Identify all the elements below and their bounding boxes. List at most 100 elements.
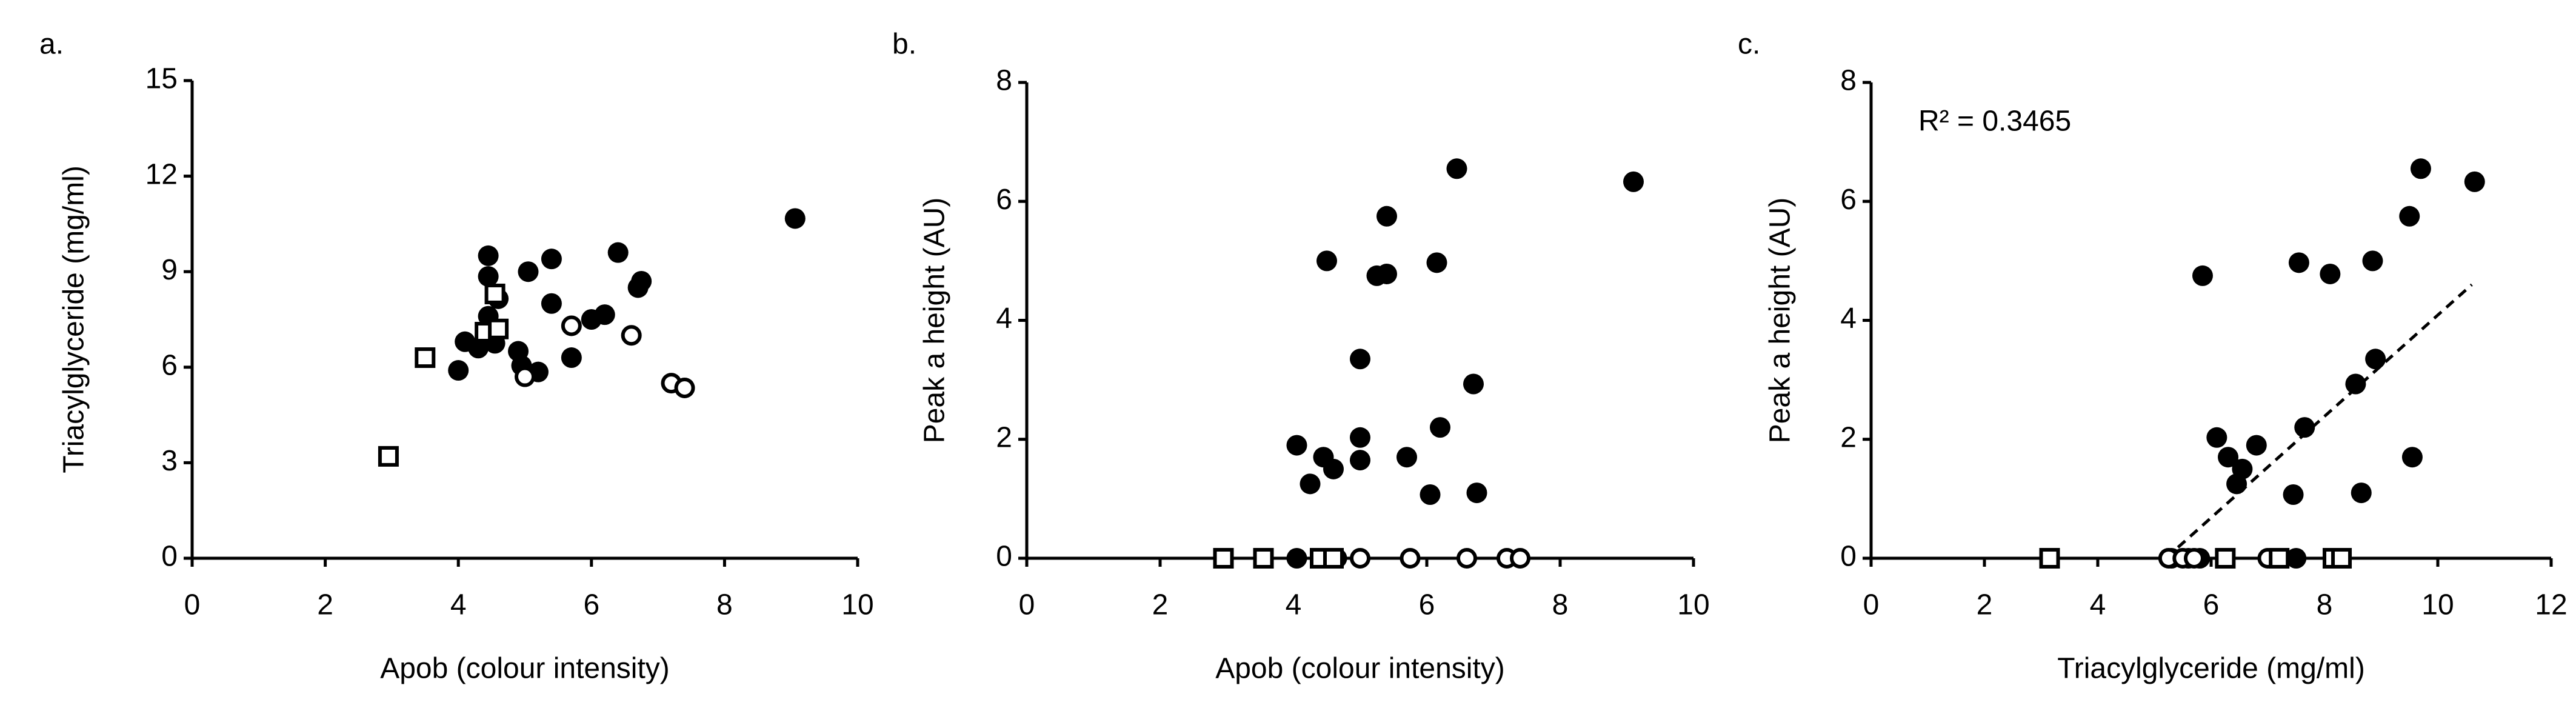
point <box>2039 548 2060 569</box>
point <box>478 266 499 287</box>
point <box>784 208 806 229</box>
point <box>1396 447 1417 468</box>
point <box>2286 548 2307 569</box>
point <box>1350 427 1370 448</box>
x-tick-label: 4 <box>1286 589 1302 621</box>
point <box>1286 548 1307 569</box>
point <box>1376 205 1397 227</box>
point <box>1446 158 1467 179</box>
x-tick-label: 4 <box>2090 589 2106 621</box>
point <box>1213 548 1234 569</box>
point <box>1430 417 1450 438</box>
y-tick-label: 3 <box>161 445 178 477</box>
panel: a. 0 3 6 9 12 15 0 2 4 6 8 10 Apob (colour intensity)… <box>39 28 874 685</box>
point <box>415 347 436 369</box>
y-tick-label: 6 <box>996 184 1012 216</box>
point <box>1510 548 1530 569</box>
x-tick-label: 8 <box>1552 589 1569 621</box>
point <box>378 446 399 467</box>
point <box>2218 447 2239 468</box>
y-axis-label: Peak a height (AU) <box>919 198 951 444</box>
y-tick-label: 6 <box>1840 184 1857 216</box>
point <box>1623 171 1644 192</box>
point <box>1286 435 1307 456</box>
point <box>1420 484 1441 506</box>
point <box>1463 373 1484 395</box>
x-tick-label: 0 <box>1863 589 1880 621</box>
point <box>2365 349 2386 370</box>
y-axis-label: Peak a height (AU) <box>1764 198 1797 444</box>
y-tick-label: 8 <box>1840 65 1857 97</box>
x-tick-label: 0 <box>1019 589 1035 621</box>
point <box>2215 548 2236 569</box>
x-tick-label: 2 <box>1152 589 1169 621</box>
point <box>1316 250 1337 272</box>
panel-label: a. <box>39 28 64 61</box>
point <box>541 249 562 270</box>
point <box>1457 548 1477 569</box>
point <box>2351 482 2372 504</box>
y-tick-label: 0 <box>1840 541 1857 573</box>
point <box>594 304 615 325</box>
x-tick-label: 0 <box>184 589 201 621</box>
y-tick-label: 2 <box>1840 421 1857 453</box>
y-tick-label: 0 <box>996 541 1012 573</box>
x-tick-label: 2 <box>317 589 333 621</box>
y-tick-label: 6 <box>161 349 178 381</box>
point <box>2288 252 2309 273</box>
annotation: R² = 0.3465 <box>1918 105 2071 138</box>
point <box>2226 473 2247 495</box>
panel-label: c. <box>1738 28 1760 61</box>
point <box>561 347 582 369</box>
point <box>2283 484 2304 506</box>
panel: b. 0 2 4 6 8 0 2 4 6 8 10 Apob (colour intensity) Pea… <box>892 28 1710 685</box>
x-tick-label: 2 <box>1977 589 1993 621</box>
point <box>1323 458 1344 479</box>
point <box>631 270 652 292</box>
point <box>2345 373 2366 395</box>
point <box>1300 473 1321 495</box>
point <box>2183 548 2204 569</box>
x-tick-label: 8 <box>716 589 733 621</box>
point <box>1376 263 1397 284</box>
point <box>1253 548 1274 569</box>
y-tick-label: 9 <box>161 254 178 286</box>
x-tick-label: 10 <box>1677 589 1709 621</box>
point <box>515 366 535 387</box>
panel: c. 0 2 4 6 8 0 2 4 6 8 10 12 Triacylglyceride (mg/ml)… <box>1738 28 2568 685</box>
point <box>2192 265 2213 286</box>
x-axis-label: Triacylglyceride (mg/ml) <box>2057 653 2365 685</box>
point <box>1323 548 1344 569</box>
point <box>2269 548 2290 569</box>
point <box>2206 427 2227 448</box>
y-tick-label: 15 <box>145 63 178 95</box>
point <box>448 360 469 381</box>
point <box>2320 263 2341 284</box>
point <box>607 242 629 263</box>
point <box>2246 435 2267 456</box>
point <box>2399 205 2420 227</box>
y-tick-label: 4 <box>1840 302 1857 335</box>
y-tick-label: 2 <box>996 421 1012 453</box>
point <box>541 293 562 314</box>
point <box>518 261 539 282</box>
y-tick-label: 12 <box>145 158 178 190</box>
x-tick-label: 4 <box>450 589 467 621</box>
point <box>1466 482 1487 504</box>
point <box>1350 349 1370 370</box>
x-tick-label: 8 <box>2317 589 2333 621</box>
point <box>1400 548 1421 569</box>
y-tick-label: 4 <box>996 302 1012 335</box>
point <box>455 331 476 352</box>
x-tick-label: 6 <box>583 589 599 621</box>
point <box>2362 250 2383 272</box>
point <box>2294 417 2315 438</box>
x-axis-label: Apob (colour intensity) <box>1215 653 1505 685</box>
x-tick-label: 10 <box>2421 589 2454 621</box>
point <box>674 377 695 398</box>
point <box>621 325 642 346</box>
point <box>478 245 499 266</box>
x-axis-label: Apob (colour intensity) <box>380 653 670 685</box>
point <box>561 315 582 336</box>
